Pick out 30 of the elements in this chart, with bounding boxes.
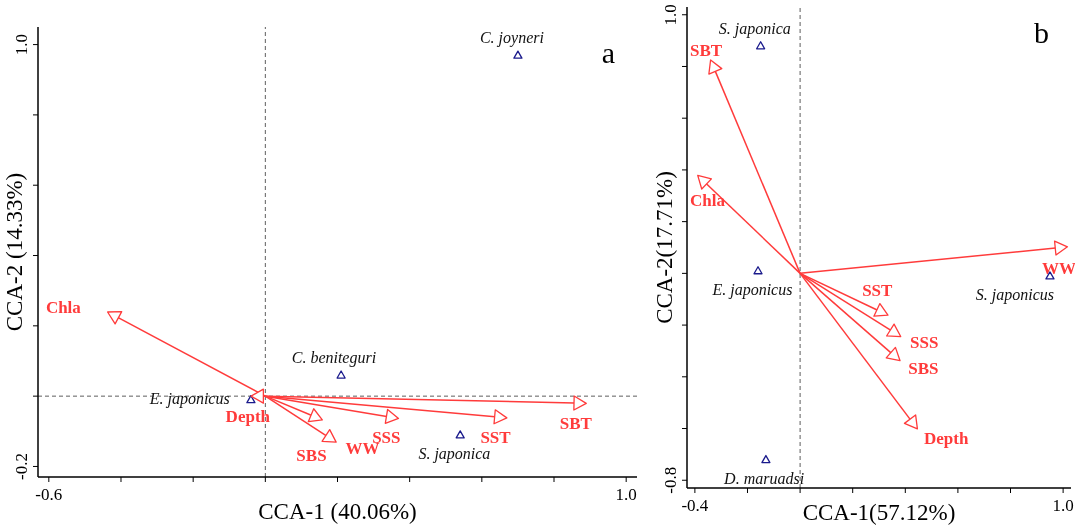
annotation: a [601,36,615,69]
annotation: SBT [690,40,723,60]
annotation: S. japonicus [975,285,1055,304]
annotation: S. japonica [718,19,791,38]
annotation: C. joyneri [479,29,544,48]
annotation: SSS [910,333,939,353]
x-tick-label: 1.0 [1052,496,1074,515]
annotation: C. beniteguri [291,349,377,368]
x-tick-label: -0.6 [35,485,63,504]
annotation: E. japonicus [148,389,230,408]
annotation: Chla [690,191,726,211]
x-tick-label: 1.0 [615,485,637,504]
annotation: SBS [296,446,327,466]
y-tick-label: -0.8 [661,466,680,494]
x-axis-title: CCA-1(57.12%) [802,500,956,525]
annotation: Depth [924,428,969,448]
annotation: WW [1042,258,1075,278]
annotation: SST [862,281,894,301]
annotation: Chla [45,297,82,317]
annotation: E. japonicus [711,280,793,299]
y-tick-label: -0.2 [12,452,31,480]
annotation: Depth [225,407,271,427]
x-axis-title: CCA-1 (40.06%) [258,499,417,524]
y-axis-title: CCA-2(17.71%) [651,171,677,324]
annotation: SBT [559,414,593,434]
annotation: b [1034,16,1049,49]
x-tick-label: -0.4 [681,496,709,515]
y-axis-title: CCA-2 (14.33%) [1,172,27,332]
annotation: SBS [908,358,939,378]
annotation: D. maruadsi [723,469,805,487]
